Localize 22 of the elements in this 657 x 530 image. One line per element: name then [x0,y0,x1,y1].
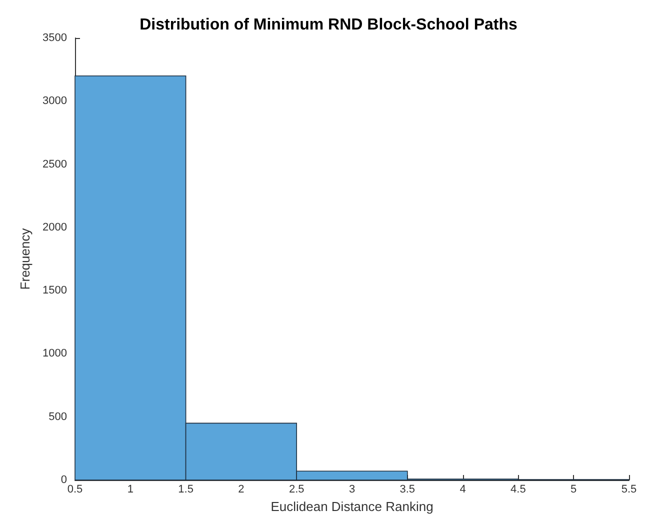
y-axis-title: Frequency [18,228,33,290]
y-tick-label: 2000 [42,221,67,234]
chart-title: Distribution of Minimum RND Block-School Paths [140,16,518,34]
y-tick-label: 0 [60,474,67,486]
x-tick-label: 0.5 [67,484,83,496]
x-tick-label: 2 [238,484,244,496]
x-tick-label: 4 [460,484,466,496]
y-tick-label: 1500 [42,284,67,297]
x-tick-label: 1.5 [178,484,194,496]
x-tick-label: 5.5 [621,484,637,496]
x-tick-label: 3 [348,484,356,496]
x-axis-title: Euclidean Distance Ranking [270,499,434,514]
y-tick-label: 3500 [42,32,67,44]
y-tick-label: 500 [48,410,67,423]
x-tick-label: 3.5 [400,484,416,496]
x-tick-label: 1 [127,484,134,496]
x-tick-label: 4.5 [510,484,526,496]
x-tick-label: 5 [570,484,577,496]
y-tick-label: 2500 [42,158,67,170]
y-tick-label: 3000 [42,95,67,108]
x-tick-label: 2.5 [288,484,304,496]
y-tick-label: 1000 [42,348,67,360]
